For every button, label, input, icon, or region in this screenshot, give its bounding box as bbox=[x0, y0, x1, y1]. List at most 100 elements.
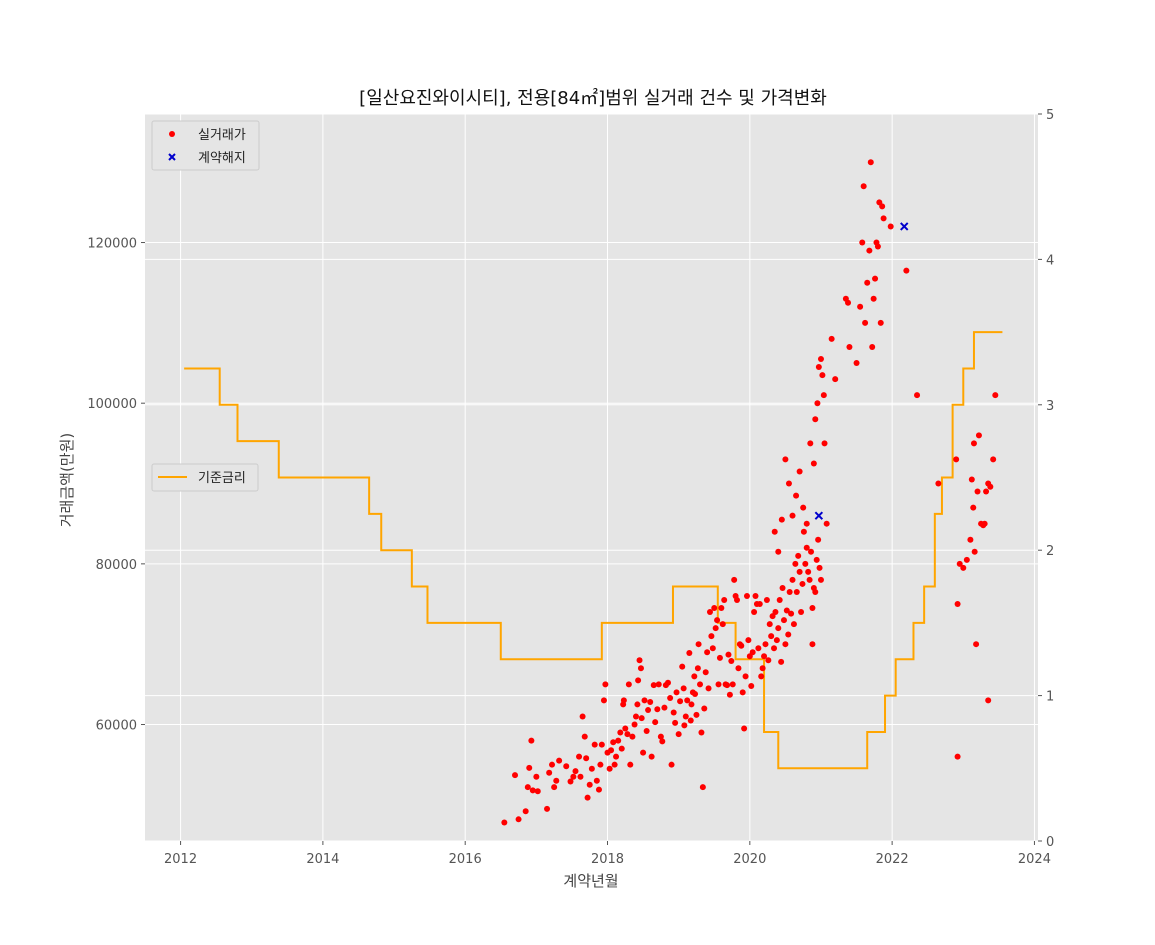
trade-point bbox=[741, 725, 748, 732]
trade-point bbox=[800, 504, 807, 511]
trade-point bbox=[729, 681, 736, 688]
trade-point bbox=[581, 733, 588, 740]
trade-point bbox=[588, 765, 595, 772]
trade-point bbox=[987, 483, 994, 490]
trade-point bbox=[778, 658, 785, 665]
trade-point bbox=[790, 621, 797, 628]
trade-point bbox=[954, 601, 961, 608]
trade-point bbox=[992, 392, 999, 399]
trade-point bbox=[501, 819, 508, 826]
trade-point bbox=[872, 275, 879, 282]
trade-point bbox=[724, 682, 731, 689]
trade-point bbox=[673, 689, 680, 696]
trade-point bbox=[743, 592, 750, 599]
trade-point bbox=[782, 641, 789, 648]
trade-point bbox=[874, 243, 881, 250]
trade-point bbox=[817, 576, 824, 583]
trade-point bbox=[796, 468, 803, 475]
trade-point bbox=[680, 685, 687, 692]
rate-step-line bbox=[184, 331, 1003, 770]
legend-lower-box bbox=[151, 463, 259, 492]
trade-point bbox=[691, 673, 698, 680]
trade-point bbox=[620, 697, 627, 704]
trade-point bbox=[563, 763, 570, 770]
trade-point bbox=[648, 753, 655, 760]
trade-point bbox=[782, 456, 789, 463]
trade-point bbox=[627, 761, 634, 768]
trade-point bbox=[771, 528, 778, 535]
trade-point bbox=[529, 787, 536, 794]
trade-point bbox=[600, 697, 607, 704]
trade-point bbox=[792, 560, 799, 567]
trade-point bbox=[556, 757, 563, 764]
trade-point bbox=[953, 456, 960, 463]
trade-point bbox=[968, 476, 975, 483]
legend-lower: 기준금리 bbox=[151, 463, 259, 492]
trade-point bbox=[816, 564, 823, 571]
trade-point bbox=[759, 665, 766, 672]
trade-point bbox=[765, 657, 772, 664]
y2-tick-label: 0 bbox=[1046, 835, 1054, 850]
trade-point bbox=[796, 568, 803, 575]
trade-point bbox=[617, 729, 624, 736]
trade-point bbox=[524, 784, 531, 791]
legend-cancel-marker bbox=[168, 153, 176, 161]
trade-point bbox=[956, 560, 963, 567]
trade-point bbox=[960, 564, 967, 571]
trade-point bbox=[821, 440, 828, 447]
trade-point bbox=[659, 738, 666, 745]
trade-point bbox=[810, 460, 817, 467]
trade-point bbox=[579, 713, 586, 720]
trade-point bbox=[595, 786, 602, 793]
trade-point bbox=[805, 568, 812, 575]
trade-point bbox=[857, 303, 864, 310]
cancel-points bbox=[814, 222, 909, 520]
trade-point bbox=[611, 761, 618, 768]
trade-point bbox=[553, 777, 560, 784]
trade-point bbox=[686, 650, 693, 657]
trade-point bbox=[853, 360, 860, 367]
y2-axis-ticks: 0 1 2 3 4 5 bbox=[1038, 108, 1054, 850]
trade-point bbox=[758, 673, 765, 680]
trade-point bbox=[533, 773, 540, 780]
trade-point bbox=[880, 215, 887, 222]
trade-point bbox=[640, 749, 647, 756]
trade-point bbox=[667, 695, 674, 702]
trade-point bbox=[675, 731, 682, 738]
trade-point bbox=[711, 605, 718, 612]
trade-point bbox=[684, 697, 691, 704]
trade-point bbox=[862, 319, 869, 326]
trade-point bbox=[677, 698, 684, 705]
trade-point bbox=[572, 768, 579, 775]
trade-point bbox=[734, 597, 741, 604]
trade-point bbox=[832, 376, 839, 383]
trade-point bbox=[515, 816, 522, 823]
trade-point bbox=[593, 777, 600, 784]
trade-point bbox=[806, 576, 813, 583]
trade-point bbox=[726, 691, 733, 698]
trade-point bbox=[879, 203, 886, 210]
trade-point bbox=[698, 729, 705, 736]
trade-point bbox=[751, 609, 758, 616]
trade-point bbox=[704, 649, 711, 656]
trade-point bbox=[712, 625, 719, 632]
trade-point bbox=[687, 717, 694, 724]
trade-point bbox=[789, 576, 796, 583]
cancel-point bbox=[900, 222, 909, 231]
trade-point bbox=[795, 552, 802, 559]
trade-point bbox=[990, 456, 997, 463]
trade-point bbox=[697, 681, 704, 688]
trade-point bbox=[636, 657, 643, 664]
trade-point bbox=[597, 761, 604, 768]
trade-point bbox=[655, 681, 662, 688]
trade-point bbox=[815, 364, 822, 371]
trade-point bbox=[584, 794, 591, 801]
trade-point bbox=[654, 706, 661, 713]
trade-point bbox=[775, 625, 782, 632]
trade-point bbox=[672, 719, 679, 726]
chart-title: [일산요진와이시티], 전용[84㎡]범위 실거래 건수 및 가격변화 bbox=[359, 87, 827, 109]
trade-point bbox=[877, 319, 884, 326]
trade-point bbox=[967, 536, 974, 543]
trade-point bbox=[567, 778, 574, 785]
trade-point bbox=[583, 755, 590, 762]
